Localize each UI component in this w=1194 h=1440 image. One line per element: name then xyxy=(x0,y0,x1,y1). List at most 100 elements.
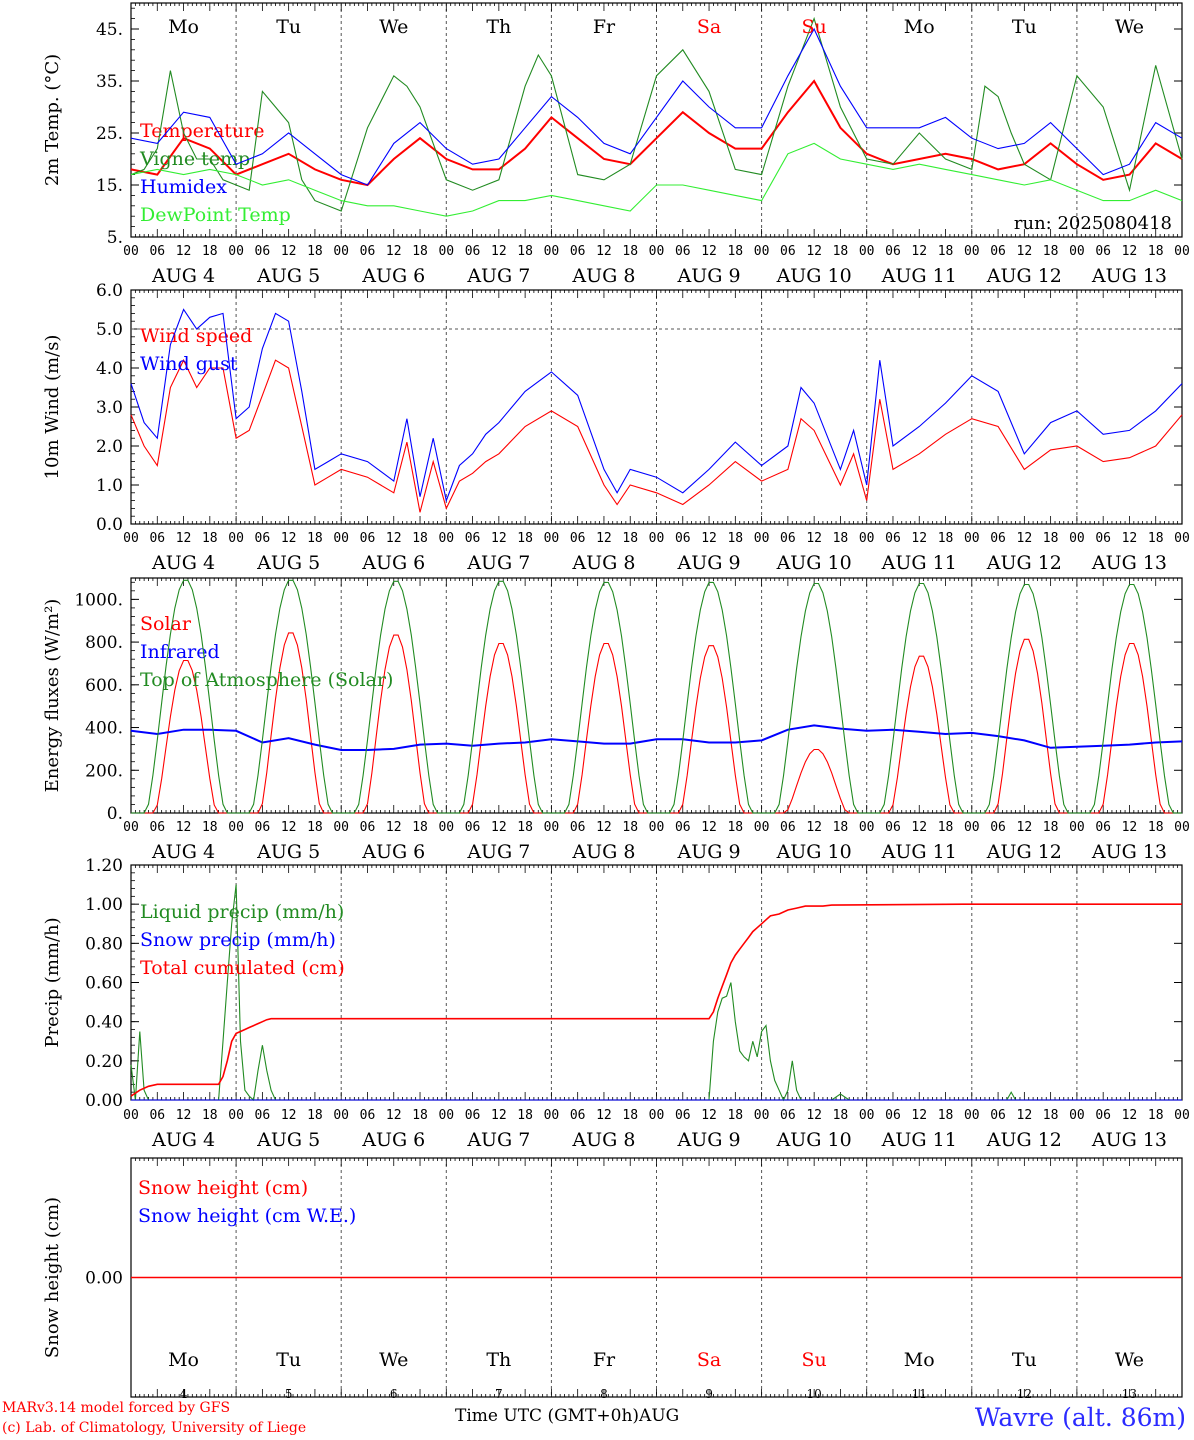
panel-1-date-label: AUG 9 xyxy=(677,265,741,287)
panel-5-y-axis-label: Snow height (cm) xyxy=(42,1197,63,1358)
panel-4-hour-label: 06 xyxy=(149,1108,165,1123)
panel-2-hour-label: 12 xyxy=(911,531,927,546)
panel-1-hour-label: 12 xyxy=(281,244,297,259)
panel-2-hour-label: 12 xyxy=(1122,531,1138,546)
panel-1-hour-label: 00 xyxy=(1174,244,1190,259)
panel-2-hour-label: 00 xyxy=(333,531,349,546)
panel-2-hour-label: 00 xyxy=(544,531,560,546)
panel-1-date-label: AUG 12 xyxy=(986,265,1062,287)
panel-1-date-label: AUG 10 xyxy=(776,265,852,287)
day-name-bottom: We xyxy=(1115,1349,1144,1371)
panel-3-hour-label: 12 xyxy=(176,820,192,835)
panel-3-hour-label: 06 xyxy=(465,820,481,835)
panel-2-hour-label: 00 xyxy=(1069,531,1085,546)
day-name-top: Fr xyxy=(593,16,616,38)
panel-1-y-tick-label: 15. xyxy=(96,176,123,196)
panel-2-hour-label: 12 xyxy=(386,531,402,546)
panel-1-hour-label: 18 xyxy=(202,244,218,259)
panel-4-hour-label: 12 xyxy=(701,1108,717,1123)
panel-1-hour-label: 06 xyxy=(675,244,691,259)
panel-3-y-tick-label: 600. xyxy=(85,676,123,696)
panel-1-hour-label: 06 xyxy=(885,244,901,259)
panel-4-hour-label: 18 xyxy=(622,1108,638,1123)
panel-1-run-label: run: 2025080418 xyxy=(1014,213,1172,234)
panel-5-y-tick-label: 0.00 xyxy=(85,1269,123,1289)
panel-4-hour-label: 00 xyxy=(1069,1108,1085,1123)
panel-4-hour-label: 12 xyxy=(281,1108,297,1123)
panel-2-hour-label: 00 xyxy=(438,531,454,546)
panel-2-hour-label: 18 xyxy=(727,531,743,546)
day-name-bottom: Mo xyxy=(168,1349,199,1371)
panel-2-date-label: AUG 13 xyxy=(1091,552,1167,574)
panel-1-y-tick-label: 5. xyxy=(107,228,123,248)
day-name-bottom: We xyxy=(379,1349,408,1371)
panel-3-hour-label: 06 xyxy=(1095,820,1111,835)
panel-1-legend-1: Vigne temp xyxy=(139,148,250,170)
panel-4-y-tick-label: 1.00 xyxy=(85,895,123,915)
panel-3-y-tick-label: 400. xyxy=(85,719,123,739)
panel-4-y-tick-label: 0.20 xyxy=(85,1052,123,1072)
panel-4-y-tick-label: 0.80 xyxy=(85,934,123,954)
panel-4-hour-label: 12 xyxy=(806,1108,822,1123)
panel-3-date-label: AUG 4 xyxy=(151,841,215,863)
panel-2-hour-label: 12 xyxy=(281,531,297,546)
panel-2-legend-0: Wind speed xyxy=(140,325,252,347)
panel-2-date-label: AUG 8 xyxy=(571,552,635,574)
panel-1-series-0 xyxy=(130,79,1183,187)
panel-3-hour-label: 18 xyxy=(412,820,428,835)
panel-3-series-2 xyxy=(131,579,1182,814)
panel-3-hour-label: 00 xyxy=(964,820,980,835)
panel-1-series-3 xyxy=(130,142,1183,217)
panel-1-hour-label: 18 xyxy=(622,244,638,259)
day-name-top: Mo xyxy=(168,16,199,38)
panel-3-hour-label: 00 xyxy=(123,820,139,835)
lab-credit: (c) Lab. of Climatology, University of L… xyxy=(2,1420,307,1436)
panel-4-hour-label: 18 xyxy=(517,1108,533,1123)
panel-1-date-label: AUG 6 xyxy=(361,265,425,287)
panel-2-hour-label: 00 xyxy=(859,531,875,546)
panel-3-hour-label: 18 xyxy=(727,820,743,835)
panel-1-legend-0: Temperature xyxy=(140,120,264,142)
panel-2-y-tick-label: 1.0 xyxy=(96,476,123,496)
bottom-day-number: 5 xyxy=(285,1387,293,1401)
panel-4-hour-label: 00 xyxy=(438,1108,454,1123)
panel-3-hour-label: 06 xyxy=(780,820,796,835)
panel-3-hour-label: 18 xyxy=(307,820,323,835)
panel-1-hour-label: 00 xyxy=(228,244,244,259)
panel-2-hour-label: 12 xyxy=(701,531,717,546)
panel-2-hour-label: 06 xyxy=(149,531,165,546)
panel-1-date-label: AUG 7 xyxy=(466,265,530,287)
day-name-top: Tu xyxy=(1012,16,1037,38)
panel-4-y-tick-label: 1.20 xyxy=(85,856,123,876)
panel-1-date-label: AUG 13 xyxy=(1091,265,1167,287)
panel-2-hour-label: 18 xyxy=(1043,531,1059,546)
panel-2-hour-label: 18 xyxy=(938,531,954,546)
panel-3-date-label: AUG 7 xyxy=(466,841,530,863)
panel-3-hour-label: 00 xyxy=(438,820,454,835)
panel-2-hour-label: 00 xyxy=(228,531,244,546)
day-name-top: Mo xyxy=(904,16,935,38)
panel-1-legend-3: DewPoint Temp xyxy=(140,204,291,226)
panel-3-date-label: AUG 8 xyxy=(571,841,635,863)
panel-1-hour-label: 12 xyxy=(386,244,402,259)
day-name-bottom: Tu xyxy=(1012,1349,1037,1371)
panel-4-hour-label: 00 xyxy=(754,1108,770,1123)
panel-3-hour-label: 18 xyxy=(517,820,533,835)
panel-3-hour-label: 12 xyxy=(1122,820,1138,835)
panel-1-hour-label: 18 xyxy=(307,244,323,259)
panel-4-date-label: AUG 8 xyxy=(571,1129,635,1151)
panel-1-hour-label: 00 xyxy=(333,244,349,259)
panel-4-hour-label: 18 xyxy=(412,1108,428,1123)
panel-3-date-label: AUG 9 xyxy=(677,841,741,863)
panel-2-hour-label: 06 xyxy=(780,531,796,546)
panel-1-hour-label: 18 xyxy=(833,244,849,259)
day-name-bottom: Tu xyxy=(276,1349,301,1371)
panel-4-hour-label: 18 xyxy=(1043,1108,1059,1123)
panel-2-series-1 xyxy=(130,308,1183,503)
panel-2-date-label: AUG 11 xyxy=(881,552,957,574)
panel-3-hour-label: 18 xyxy=(622,820,638,835)
panel-1-hour-label: 12 xyxy=(806,244,822,259)
panel-2-hour-label: 18 xyxy=(622,531,638,546)
panel-4-legend-2: Total cumulated (cm) xyxy=(140,957,345,979)
